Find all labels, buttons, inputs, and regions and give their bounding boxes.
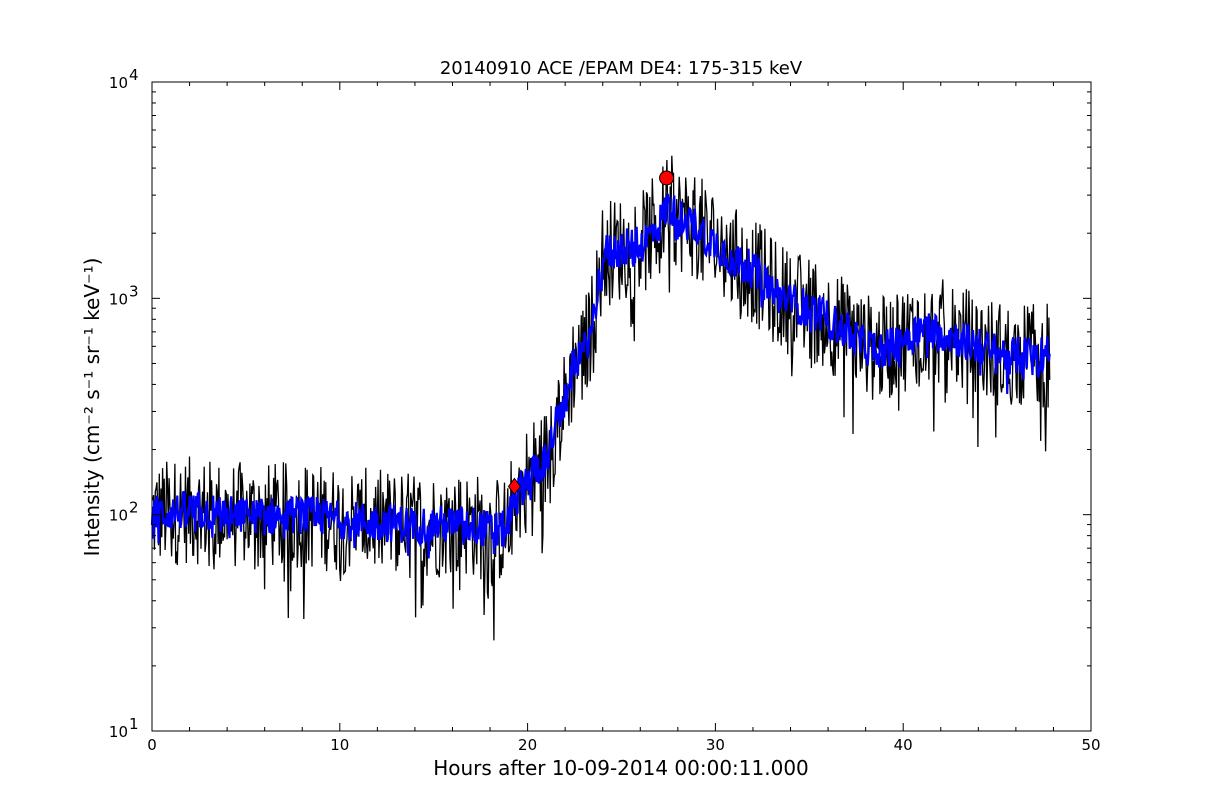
series-line-smoothed: [150, 193, 1051, 559]
x-axis-title: Hours after 10-09-2014 00:00:11.000: [433, 756, 809, 780]
y-tick-label-exponent: 4: [129, 66, 139, 84]
y-tick-label: 10: [109, 290, 128, 308]
y-tick-label: 10: [109, 723, 128, 741]
x-tick-label: 10: [330, 736, 349, 754]
y-tick-label: 10: [109, 74, 128, 92]
x-tick-label: 30: [706, 736, 725, 754]
x-tick-label: 40: [894, 736, 913, 754]
y-tick-label-exponent: 3: [129, 282, 139, 300]
plot-frame: [151, 81, 1092, 732]
axis-ticks: [151, 81, 1092, 732]
x-tick-label: 20: [518, 736, 537, 754]
chart-title: 20140910 ACE /EPAM DE4: 175-315 keV: [440, 58, 803, 79]
event-markers: [507, 170, 675, 496]
y-tick-label-exponent: 1: [129, 715, 139, 733]
y-tick-label: 10: [109, 507, 128, 525]
x-tick-label: 50: [1081, 736, 1100, 754]
peak-marker: [659, 170, 675, 186]
x-tick-label: 0: [147, 736, 157, 754]
y-axis-title: Intensity (cm⁻² s⁻¹ sr⁻¹ keV⁻¹): [80, 258, 104, 557]
plot-data-layer: [150, 155, 1051, 641]
y-tick-label-exponent: 2: [129, 499, 139, 517]
onset-marker: [507, 477, 522, 496]
